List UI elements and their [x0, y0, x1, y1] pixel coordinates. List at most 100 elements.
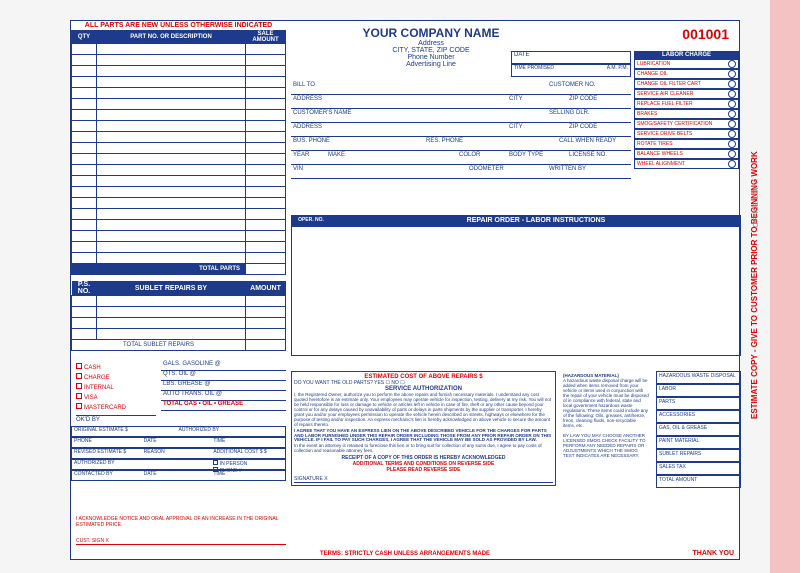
written-by-field[interactable]: WRITTEN BY — [549, 166, 629, 177]
address2-field[interactable]: ADDRESS — [293, 124, 509, 135]
city-field[interactable]: CITY — [509, 96, 569, 107]
reason-field[interactable]: REASON — [144, 449, 214, 458]
ps-no-header: P.S. NO. — [72, 281, 97, 296]
auth-body: I, the Registered Owner, authorize you t… — [294, 393, 553, 428]
estimated-cost-section: ESTIMATED COST OF ABOVE REPAIRS $ DO YOU… — [291, 371, 556, 486]
repair-order-header: REPAIR ORDER - LABOR INSTRUCTIONS — [331, 215, 741, 226]
total-row: PARTS — [656, 397, 741, 410]
terms-line: TERMS: STRICTLY CASH UNLESS ARRANGEMENTS… — [71, 551, 739, 557]
add-cost-field[interactable]: ADDITIONAL COST $ $ — [213, 449, 283, 458]
total-row: TOTAL AMOUNT — [656, 475, 741, 488]
labor-item[interactable]: CHANGE OIL FILTER CART — [634, 79, 739, 89]
total-row: SALES TAX — [656, 462, 741, 475]
parts-table: ALL PARTS ARE NEW UNLESS OTHERWISE INDIC… — [71, 21, 286, 275]
fluid-row[interactable]: GALS. GASOLINE @ — [161, 361, 286, 371]
pay-method-item[interactable]: INTERNAL — [76, 382, 156, 392]
haz-body2: BY LAW YOU MAY CHOOSE ANOTHER LICENSED S… — [563, 433, 649, 458]
repair-order-section: OPER. NO. REPAIR ORDER - LABOR INSTRUCTI… — [291, 215, 741, 356]
totals-section: HAZARDOUS WASTE DISPOSALLABORPARTSACCESS… — [656, 371, 741, 488]
revised-est-field[interactable]: REVISED ESTIMATE $ — [74, 449, 144, 458]
cust-name-field[interactable]: CUSTOMER'S NAME — [293, 110, 549, 121]
okd-by-field[interactable]: OK'D BY — [76, 415, 156, 424]
address-field[interactable]: ADDRESS — [293, 96, 509, 107]
year-field[interactable]: YEAR — [293, 152, 328, 163]
date3-field[interactable]: DATE — [144, 471, 214, 480]
auth-by-field[interactable]: AUTHORIZED BY — [179, 427, 284, 436]
license-field[interactable]: LICENSE NO. — [569, 152, 629, 163]
labor-item[interactable]: SMOG/SAFETY CERTIFICATION — [634, 119, 739, 129]
labor-item[interactable]: ROTATE TIRES — [634, 139, 739, 149]
odometer-field[interactable]: ODOMETER — [469, 166, 549, 177]
parts-note: ALL PARTS ARE NEW UNLESS OTHERWISE INDIC… — [71, 21, 286, 30]
total-row: ACCESSORIES — [656, 410, 741, 423]
total-parts-label: TOTAL PARTS — [72, 264, 246, 275]
attorney-notice: In the event an attorney is retained to … — [294, 444, 553, 454]
fluid-row[interactable]: LBS. GREASE @ — [161, 381, 286, 391]
date-field2[interactable]: DATE — [144, 438, 214, 447]
repair-order-form: ALL PARTS ARE NEW UNLESS OTHERWISE INDIC… — [70, 20, 740, 560]
labor-item[interactable]: REPLACE FUEL FILTER — [634, 99, 739, 109]
sale-header: SALE AMOUNT — [246, 31, 286, 44]
labor-item[interactable]: CHANGE OIL — [634, 69, 739, 79]
vin-field[interactable]: VIN — [293, 166, 469, 177]
company-name: YOUR COMPANY NAME — [291, 26, 571, 40]
labor-item[interactable]: SERVICE DRIVE BELTS — [634, 129, 739, 139]
thank-you: THANK YOU — [693, 550, 734, 557]
total-sublet-label: TOTAL SUBLET REPAIRS — [72, 340, 246, 351]
labor-item[interactable]: LUBRICATION — [634, 59, 739, 69]
customer-info: BILL TOCUSTOMER NO. ADDRESSCITYZIP CODE … — [291, 81, 631, 179]
time-promised[interactable]: TIME PROMISEDA.M. P.M. — [511, 64, 631, 77]
date-field[interactable]: DATE — [511, 51, 631, 64]
orig-est-field[interactable]: ORIGINAL ESTIMATE $ — [74, 427, 179, 436]
contacted-field[interactable]: CONTACTED BY — [74, 471, 144, 480]
labor-item[interactable]: SERVICE AIR CLEANER — [634, 89, 739, 99]
body-type-field[interactable]: BODY TYPE — [509, 152, 569, 163]
bus-phone-field[interactable]: BUS. PHONE — [293, 138, 426, 149]
res-phone-field[interactable]: RES. PHONE — [426, 138, 559, 149]
payment-methods: CASHCHARGEINTERNALVISAMASTERCARD OK'D BY — [76, 361, 156, 424]
document-number: 001001 — [682, 26, 729, 42]
zip-field[interactable]: ZIP CODE — [569, 96, 629, 107]
side-estimate-text: ESTIMATE COPY - GIVE TO CUSTOMER PRIOR T… — [750, 50, 770, 520]
total-row: HAZARDOUS WASTE DISPOSAL — [656, 371, 741, 384]
selling-dlr-field[interactable]: SELLING DLR. — [549, 110, 629, 121]
zip2-field[interactable]: ZIP CODE — [569, 124, 629, 135]
total-row: PAINT MATERIAL — [656, 436, 741, 449]
pay-method-item[interactable]: CASH — [76, 362, 156, 372]
total-row: GAS, OIL & GREASE — [656, 423, 741, 436]
labor-item[interactable]: BALANCE WHEELS — [634, 149, 739, 159]
time2-field[interactable]: TIME — [213, 471, 283, 480]
acknowledgment: I ACKNOWLEDGE NOTICE AND ORAL APPROVAL O… — [76, 516, 286, 545]
make-field[interactable]: MAKE — [328, 152, 459, 163]
phone-field[interactable]: PHONE — [74, 438, 144, 447]
fluid-row[interactable]: AUTO TRANS. OIL @ — [161, 391, 286, 401]
hazmat-section: (HAZARDOUS MATERIAL) A hazardous waste d… — [561, 371, 651, 460]
date-box: DATE TIME PROMISEDA.M. P.M. — [511, 51, 631, 77]
bill-to-field[interactable]: BILL TO — [293, 82, 549, 93]
city2-field[interactable]: CITY — [509, 124, 569, 135]
labor-charge-section: LABOR CHARGE LUBRICATIONCHANGE OILCHANGE… — [634, 51, 739, 169]
oper-no-header: OPER. NO. — [291, 215, 331, 226]
labor-charge-header: LABOR CHARGE — [634, 51, 739, 59]
call-when-field[interactable]: CALL WHEN READY — [559, 138, 629, 149]
cust-no-field[interactable]: CUSTOMER NO. — [549, 82, 629, 93]
color-field[interactable]: COLOR — [459, 152, 509, 163]
repair-instructions-area[interactable] — [291, 226, 741, 356]
pay-method-item[interactable]: CHARGE — [76, 372, 156, 382]
haz-body: A hazardous waste disposal charge will b… — [563, 378, 649, 428]
labor-item[interactable]: WHEEL ALIGNMENT — [634, 159, 739, 169]
fluid-row[interactable]: QTS. OIL @ — [161, 371, 286, 381]
labor-item[interactable]: BRAKES — [634, 109, 739, 119]
total-gog: TOTAL GAS • OIL • GREASE — [161, 401, 286, 411]
signature-field[interactable]: SIGNATURE X — [294, 476, 553, 483]
total-row: SUBLET REPAIRS — [656, 449, 741, 462]
fluids-section: GALS. GASOLINE @QTS. OIL @LBS. GREASE @A… — [161, 361, 286, 411]
auth-by2-field[interactable]: AUTHORIZED BY — [74, 460, 213, 469]
side-office-text: OFFICE COPY — [753, 180, 768, 227]
pay-method-item[interactable]: MASTERCARD — [76, 402, 156, 412]
reverse-notice: PLEASE READ REVERSE SIDE — [294, 467, 553, 473]
pay-method-item[interactable]: VISA — [76, 392, 156, 402]
time-field[interactable]: TIME — [213, 438, 283, 447]
estimate-section: ORIGINAL ESTIMATE $AUTHORIZED BY PHONEDA… — [71, 426, 286, 481]
cust-sign-field[interactable]: CUST. SIGN X — [76, 538, 286, 545]
